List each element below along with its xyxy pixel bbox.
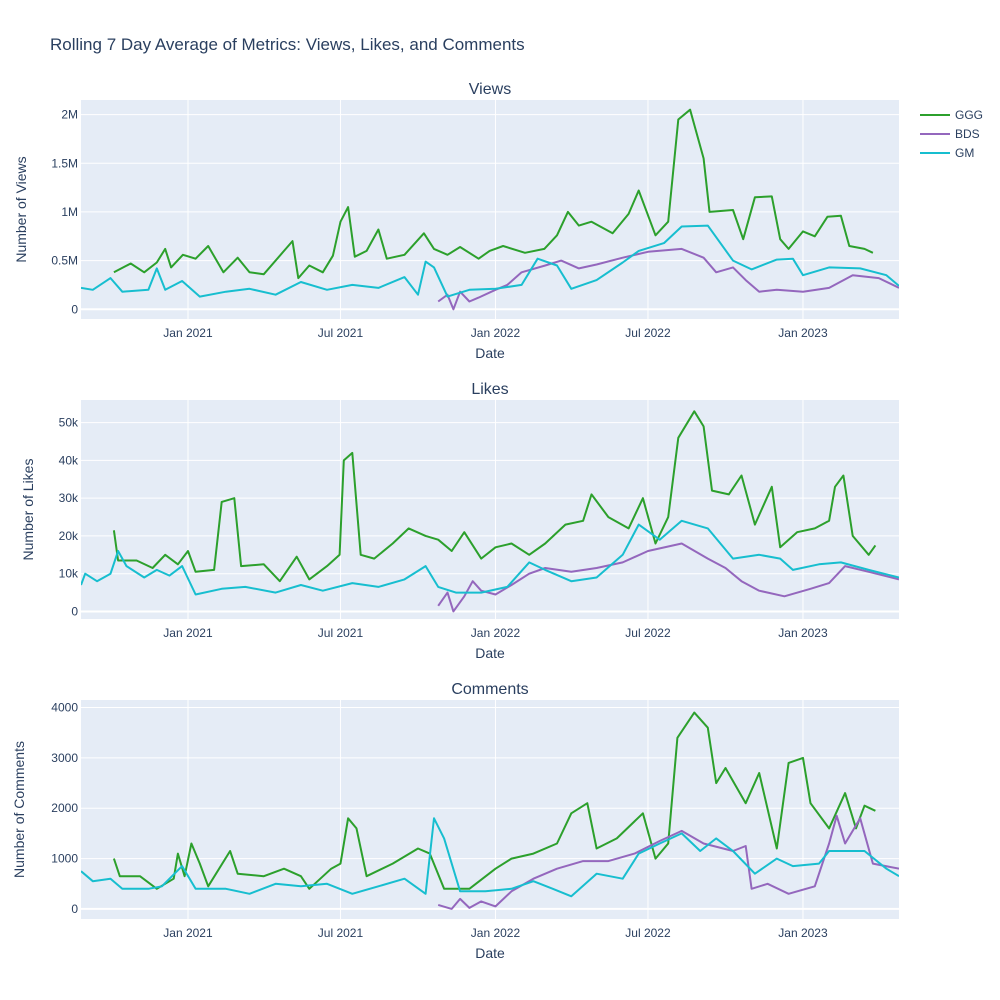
x-tick-label: Jan 2022 (471, 626, 521, 640)
plot-area (81, 400, 899, 619)
series-line-gm (81, 224, 899, 298)
x-tick-label: Jan 2021 (163, 326, 213, 340)
legend-label: GM (955, 146, 974, 160)
y-tick-label: 10k (59, 567, 79, 581)
y-tick-label: 30k (59, 491, 79, 505)
y-tick-label: 20k (59, 529, 79, 543)
y-axis-title: Number of Views (13, 156, 29, 262)
x-tick-label: Jan 2022 (471, 926, 521, 940)
subplot-comments: Jan 2021 Jul 2021 Jan 2022 Jul 2022 Jan 2023… (11, 681, 899, 961)
subplot-views: Jan 2021 Jul 2021 Jan 2022 Jul 2022 Jan 2023… (13, 81, 899, 361)
y-tick-label: 2M (61, 108, 78, 122)
y-tick-label: 1M (61, 205, 78, 219)
legend-label: GGG (955, 108, 983, 122)
x-axis-title: Date (475, 345, 505, 361)
x-axis-title: Date (475, 945, 505, 961)
series-line-bds (437, 542, 899, 613)
y-tick-label: 50k (59, 416, 79, 430)
x-tick-label: Jan 2023 (778, 626, 828, 640)
y-tick-label: 0 (71, 604, 78, 618)
x-tick-label: Jul 2021 (318, 326, 364, 340)
y-tick-label: 4000 (51, 701, 78, 715)
y-tick-label: 40k (59, 453, 79, 467)
legend-item-bds[interactable]: BDS (920, 127, 980, 141)
x-tick-label: Jul 2022 (625, 326, 671, 340)
chart-title: Rolling 7 Day Average of Metrics: Views,… (50, 35, 525, 54)
x-tick-label: Jul 2021 (318, 626, 364, 640)
y-axis-title: Number of Comments (11, 741, 27, 878)
subplot-likes: Jan 2021 Jul 2021 Jan 2022 Jul 2022 Jan 2023… (20, 381, 899, 661)
series-line-gm (81, 817, 899, 898)
legend[interactable]: GGG BDS GM (920, 108, 983, 160)
x-tick-label: Jan 2021 (163, 926, 213, 940)
x-tick-label: Jan 2023 (778, 326, 828, 340)
subplot-title: Comments (451, 681, 528, 698)
subplot-title: Likes (471, 381, 508, 398)
series-line-bds (437, 814, 899, 910)
y-axis-title: Number of Likes (20, 459, 36, 561)
legend-item-gm[interactable]: GM (920, 146, 974, 160)
legend-item-ggg[interactable]: GGG (920, 108, 983, 122)
subplot-panels: Jan 2021 Jul 2021 Jan 2022 Jul 2022 Jan 2023… (11, 81, 899, 961)
y-tick-label: 1.5M (51, 156, 78, 170)
series-line-gm (81, 519, 899, 596)
x-tick-label: Jan 2021 (163, 626, 213, 640)
series-line-bds (437, 247, 899, 311)
x-tick-label: Jul 2022 (625, 926, 671, 940)
x-tick-label: Jul 2022 (625, 626, 671, 640)
x-axis-title: Date (475, 645, 505, 661)
x-tick-label: Jul 2021 (318, 926, 364, 940)
subplot-title: Views (469, 81, 511, 98)
x-tick-label: Jan 2023 (778, 926, 828, 940)
y-tick-label: 1000 (51, 852, 78, 866)
y-tick-label: 0 (71, 902, 78, 916)
y-tick-label: 0.5M (51, 254, 78, 268)
series-line-ggg (113, 108, 874, 280)
x-tick-label: Jan 2022 (471, 326, 521, 340)
y-tick-label: 3000 (51, 751, 78, 765)
y-tick-label: 0 (71, 302, 78, 316)
series-line-ggg (112, 711, 876, 890)
y-tick-label: 2000 (51, 801, 78, 815)
legend-label: BDS (955, 127, 980, 141)
plot-area (81, 100, 899, 319)
plot-area (81, 700, 899, 919)
series-line-ggg (112, 410, 877, 583)
